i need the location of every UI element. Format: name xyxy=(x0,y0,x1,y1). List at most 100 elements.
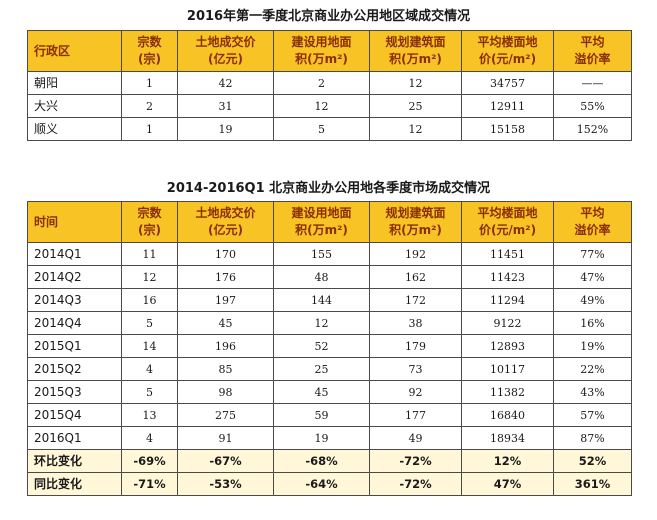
data-cell: 52 xyxy=(273,334,370,358)
data-cell: 13 xyxy=(121,403,178,427)
data-cell: 98 xyxy=(177,380,274,404)
data-cell: 16% xyxy=(553,311,632,335)
row-label-cell: 2015Q1 xyxy=(27,334,122,358)
header-label: (亿元) xyxy=(208,52,243,66)
header-label: 溢价率 xyxy=(574,52,611,66)
data-cell: 12 xyxy=(121,265,178,289)
header-label: 时间 xyxy=(34,214,59,229)
data-cell: 91 xyxy=(177,426,274,450)
table2-quarterly-transactions: 时间 宗数 (宗) 土地成交价 (亿元) 建设用地面 积(万m²) 规划建筑面 积(万m²) 平均… xyxy=(27,201,632,496)
data-cell: 49 xyxy=(369,426,462,450)
data-cell: -71% xyxy=(121,472,178,496)
data-cell: 12911 xyxy=(461,94,554,118)
header-label: 行政区 xyxy=(34,43,71,58)
header-label: 溢价率 xyxy=(574,223,611,237)
table-row: 2015Q1 14 196 52 179 12893 19% xyxy=(27,334,632,358)
table-row: 大兴 2 31 12 25 12911 55% xyxy=(27,94,632,118)
row-label-cell: 2014Q3 xyxy=(27,288,122,312)
data-cell: 162 xyxy=(369,265,462,289)
table-row: 2016Q1 4 91 19 49 18934 87% xyxy=(27,426,632,450)
data-cell: 45 xyxy=(273,380,370,404)
data-cell: —— xyxy=(553,71,632,95)
data-cell: -72% xyxy=(369,472,462,496)
header-label: 宗数 xyxy=(137,206,162,220)
data-cell: 4 xyxy=(121,426,178,450)
data-cell: 177 xyxy=(369,403,462,427)
header-cell: 建设用地面 积(万m²) xyxy=(273,30,370,72)
header-label: (宗) xyxy=(138,52,161,66)
data-cell: 31 xyxy=(177,94,274,118)
data-cell: 42 xyxy=(177,71,274,95)
data-cell: 11382 xyxy=(461,380,554,404)
data-cell: 2 xyxy=(121,94,178,118)
data-cell: 5 xyxy=(121,380,178,404)
data-cell: 5 xyxy=(121,311,178,335)
data-cell: 92 xyxy=(369,380,462,404)
header-label: 土地成交价 xyxy=(195,206,256,220)
data-cell: 192 xyxy=(369,242,462,266)
header-cell: 平均楼面地价(元/m²) xyxy=(461,30,554,72)
data-cell: 25 xyxy=(369,94,462,118)
data-cell: -67% xyxy=(177,449,274,473)
table1-district-transactions: 行政区 宗数 (宗) 土地成交价 (亿元) 建设用地面 积(万m²) 规划建筑面积(万m²) 平… xyxy=(27,30,632,141)
header-label: 价(元/m²) xyxy=(478,52,537,66)
header-cell: 平均 溢价率 xyxy=(553,201,632,243)
header-cell: 建设用地面 积(万m²) xyxy=(273,201,370,243)
header-label: 规划建筑面 xyxy=(385,35,446,49)
table2-header-row: 时间 宗数 (宗) 土地成交价 (亿元) 建设用地面 积(万m²) 规划建筑面 积(万m²) 平均… xyxy=(27,201,632,243)
data-cell: 152% xyxy=(553,117,632,141)
data-cell: 2 xyxy=(273,71,370,95)
data-cell: 4 xyxy=(121,357,178,381)
data-cell: 19% xyxy=(553,334,632,358)
row-label-cell: 环比变化 xyxy=(27,449,122,473)
data-cell: 34757 xyxy=(461,71,554,95)
header-label: 宗数 xyxy=(137,35,162,49)
data-cell: 361% xyxy=(553,472,632,496)
data-cell: 47% xyxy=(553,265,632,289)
table-row: 2014Q3 16 197 144 172 11294 49% xyxy=(27,288,632,312)
data-cell: -64% xyxy=(273,472,370,496)
header-label: 平均楼面地 xyxy=(477,35,538,49)
data-cell: 12 xyxy=(369,117,462,141)
data-cell: 1 xyxy=(121,117,178,141)
table-row: 2015Q2 4 85 25 73 10117 22% xyxy=(27,357,632,381)
data-cell: -69% xyxy=(121,449,178,473)
header-label: 积(万m²) xyxy=(389,52,442,66)
data-cell: 15158 xyxy=(461,117,554,141)
table-row: 2014Q1 11 170 155 192 11451 77% xyxy=(27,242,632,266)
data-cell: 176 xyxy=(177,265,274,289)
data-cell: 85 xyxy=(177,357,274,381)
table-row: 2015Q4 13 275 59 177 16840 57% xyxy=(27,403,632,427)
data-cell: 155 xyxy=(273,242,370,266)
header-cell: 时间 xyxy=(27,201,122,243)
data-cell: 25 xyxy=(273,357,370,381)
table2-title: 2014-2016Q1 北京商业办公用地各季度市场成交情况 xyxy=(166,181,491,196)
header-label: 积(万m²) xyxy=(295,52,348,66)
summary-row: 同比变化 -71% -53% -64% -72% 47% 361% xyxy=(27,472,632,496)
data-cell: 45 xyxy=(177,311,274,335)
data-cell: 275 xyxy=(177,403,274,427)
table-row: 朝阳 1 42 2 12 34757 —— xyxy=(27,71,632,95)
header-cell: 土地成交价 (亿元) xyxy=(177,30,274,72)
header-label: (宗) xyxy=(138,223,161,237)
header-cell: 宗数 (宗) xyxy=(121,201,178,243)
table-row: 2015Q3 5 98 45 92 11382 43% xyxy=(27,380,632,404)
header-label: 平均楼面地 xyxy=(477,206,538,220)
data-cell: 197 xyxy=(177,288,274,312)
data-cell: 49% xyxy=(553,288,632,312)
row-label-cell: 顺义 xyxy=(27,117,122,141)
summary-row: 环比变化 -69% -67% -68% -72% 12% 52% xyxy=(27,449,632,473)
data-cell: -53% xyxy=(177,472,274,496)
data-cell: 38 xyxy=(369,311,462,335)
header-cell: 平均楼面地 价(元/m²) xyxy=(461,201,554,243)
data-cell: 11451 xyxy=(461,242,554,266)
table1-header-row: 行政区 宗数 (宗) 土地成交价 (亿元) 建设用地面 积(万m²) 规划建筑面积(万m²) 平… xyxy=(27,30,632,72)
data-cell: 5 xyxy=(273,117,370,141)
header-label: 积(万m²) xyxy=(295,223,348,237)
header-cell: 规划建筑面 积(万m²) xyxy=(369,201,462,243)
data-cell: 144 xyxy=(273,288,370,312)
row-label-cell: 同比变化 xyxy=(27,472,122,496)
data-cell: 179 xyxy=(369,334,462,358)
data-cell: 73 xyxy=(369,357,462,381)
data-cell: 11 xyxy=(121,242,178,266)
